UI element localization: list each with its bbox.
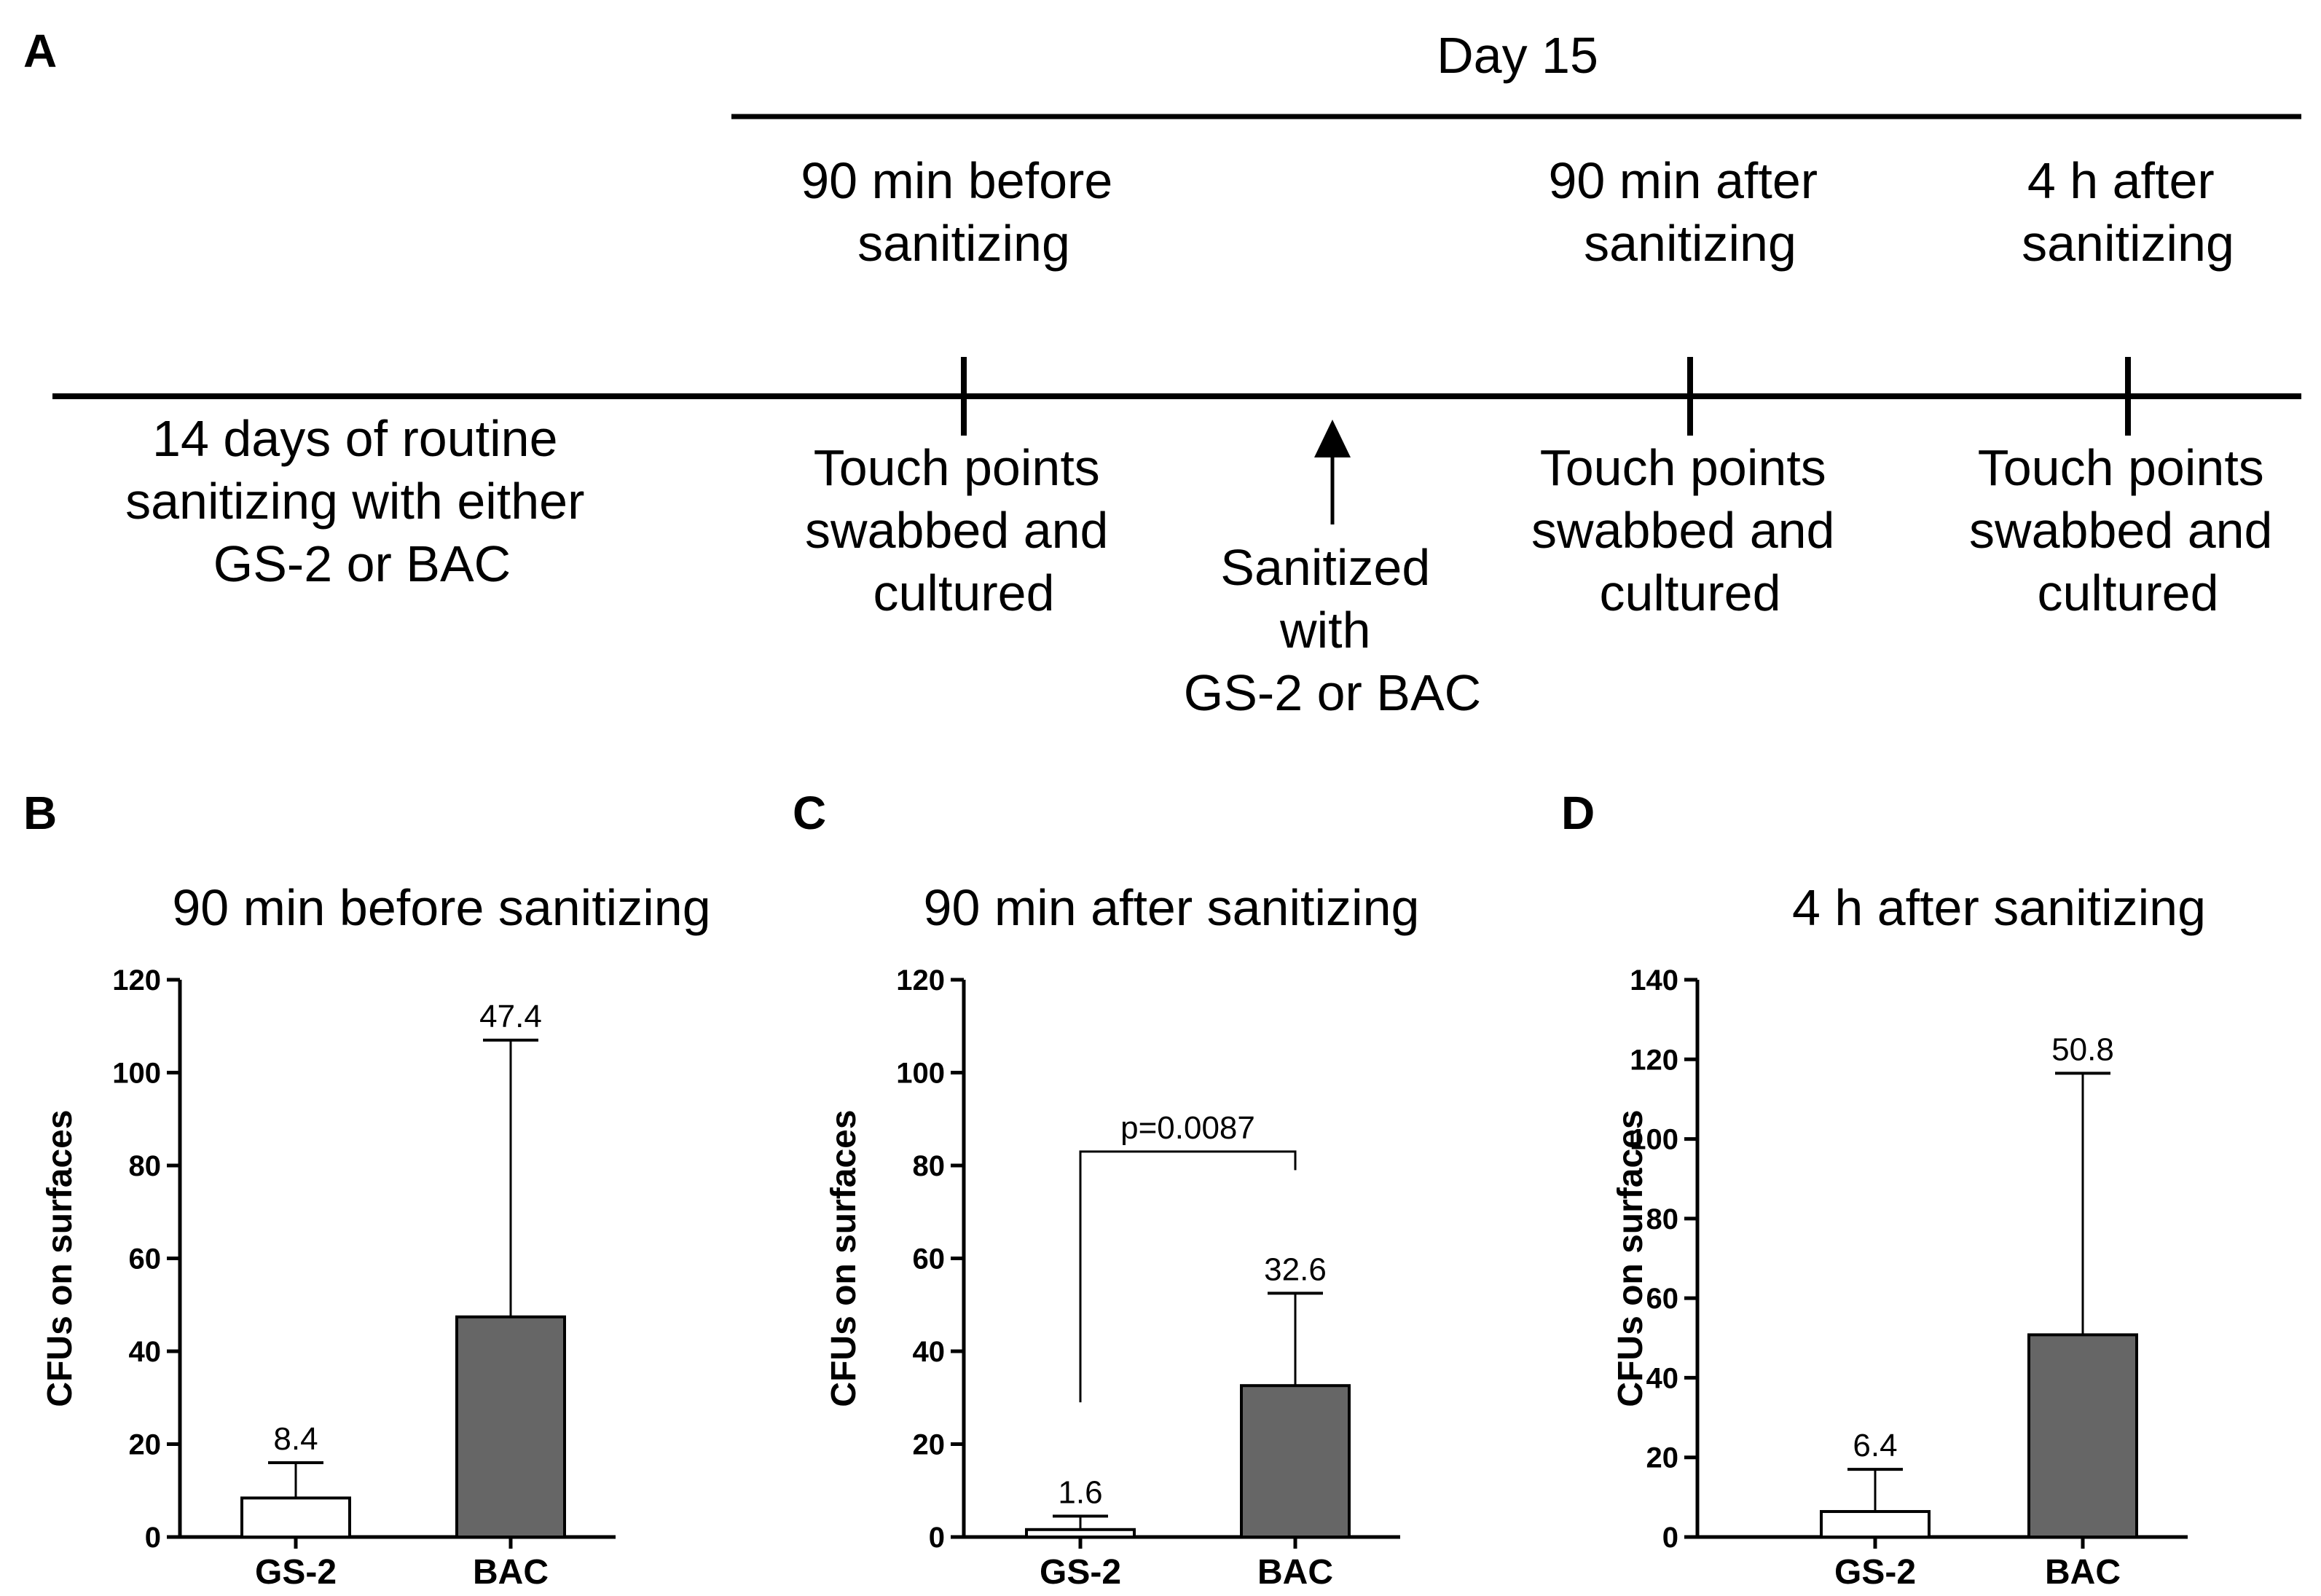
- x-category-label: GS-2: [1040, 1553, 1121, 1592]
- y-tick-label: 40: [1646, 1362, 1679, 1394]
- sanitize-arrow-head: [1314, 420, 1351, 457]
- y-tick-label: 80: [1646, 1203, 1679, 1235]
- y-tick-label: 140: [1630, 964, 1678, 996]
- y-tick-label: 20: [129, 1429, 162, 1461]
- swab-after-4h-line-2: swabbed and: [1969, 502, 2272, 559]
- swab-after-4h-line-1: Touch points: [1978, 439, 2264, 496]
- label-90-min-before-line-2: sanitizing: [857, 215, 1070, 272]
- routine-sanitizing-text: 14 days of routine sanitizing with eithe…: [125, 410, 599, 592]
- bar-bac: [1240, 1384, 1351, 1539]
- y-tick-label: 120: [896, 964, 945, 996]
- label-4-h-after-line-1: 4 h after: [2027, 152, 2215, 209]
- sanitized-line-2: with: [1279, 602, 1370, 659]
- chart-title: 90 min before sanitizing: [172, 879, 710, 936]
- routine-line-2: sanitizing with either: [125, 473, 584, 530]
- y-axis-label: CFUs on surfaces: [825, 1109, 863, 1407]
- y-tick-label: 0: [929, 1522, 945, 1554]
- label-90-min-before-line-1: 90 min before: [801, 152, 1112, 209]
- y-tick-label: 20: [913, 1429, 946, 1461]
- y-tick-label: 80: [129, 1150, 162, 1182]
- x-category-label: BAC: [1257, 1553, 1333, 1592]
- y-tick-label: 120: [1630, 1044, 1678, 1076]
- y-tick-label: 100: [1630, 1124, 1678, 1156]
- swab-after-90-line-1: Touch points: [1540, 439, 1826, 496]
- chart-90-min-before: 90 min before sanitizing CFUs on surfaces…: [41, 879, 711, 1592]
- chart-90-min-after: 90 min after sanitizing CFUs on surfaces 0…: [825, 879, 1419, 1592]
- swab-after-90-text: Touch points swabbed and cultured: [1531, 439, 1849, 621]
- panel-label-b: B: [23, 787, 57, 839]
- significance-bracket: [1079, 1150, 1297, 1403]
- label-90-min-after: 90 min after sanitizing: [1548, 152, 1831, 272]
- data-label: 50.8: [2051, 1031, 2114, 1067]
- y-tick-label: 60: [129, 1243, 162, 1275]
- routine-line-1: 14 days of routine: [152, 410, 557, 467]
- data-label: 47.4: [479, 999, 542, 1034]
- sanitized-line-1: Sanitized: [1220, 539, 1430, 596]
- day-15-label: Day 15: [1437, 27, 1598, 84]
- panel-label-a: A: [23, 25, 57, 77]
- swab-before-text: Touch points swabbed and cultured: [805, 439, 1123, 621]
- label-90-min-before: 90 min before sanitizing: [801, 152, 1127, 272]
- swab-after-90-line-2: swabbed and: [1531, 502, 1834, 559]
- y-tick-label: 0: [1662, 1522, 1678, 1554]
- chart-title: 90 min after sanitizing: [924, 879, 1420, 936]
- y-tick-label: 100: [112, 1058, 161, 1090]
- y-tick-label: 60: [913, 1243, 946, 1275]
- label-4-h-after: 4 h after sanitizing: [2022, 152, 2234, 272]
- y-tick-label: 20: [1646, 1442, 1679, 1474]
- y-axis-label: CFUs on surfaces: [41, 1109, 79, 1407]
- x-category-label: GS-2: [255, 1553, 337, 1592]
- label-4-h-after-line-2: sanitizing: [2022, 215, 2234, 272]
- data-label: 8.4: [273, 1421, 318, 1457]
- x-category-label: BAC: [473, 1553, 549, 1592]
- chart-title: 4 h after sanitizing: [1792, 879, 2206, 936]
- x-category-label: GS-2: [1834, 1553, 1916, 1592]
- label-90-min-after-line-1: 90 min after: [1548, 152, 1818, 209]
- data-label: 32.6: [1264, 1251, 1327, 1287]
- bar-gs-2: [1025, 1528, 1136, 1539]
- panel-label-c: C: [793, 787, 826, 839]
- data-label: 1.6: [1058, 1474, 1102, 1510]
- timeline-panel: A Day 15 90 min before sanitizing 90 min…: [23, 25, 2301, 721]
- bar-bac: [455, 1315, 566, 1538]
- sanitized-line-3: GS-2 or BAC: [1184, 664, 1481, 721]
- y-tick-label: 0: [145, 1522, 161, 1554]
- label-90-min-after-line-2: sanitizing: [1584, 215, 1796, 272]
- swab-before-line-3: cultured: [873, 565, 1054, 621]
- swab-after-4h-text: Touch points swabbed and cultured: [1969, 439, 2287, 621]
- y-tick-label: 40: [129, 1336, 162, 1368]
- y-tick-label: 60: [1646, 1283, 1679, 1315]
- sanitized-text: Sanitized with GS-2 or BAC: [1184, 539, 1481, 721]
- y-tick-label: 80: [913, 1150, 946, 1182]
- p-value-label: p=0.0087: [1120, 1110, 1255, 1146]
- bar-gs-2: [1820, 1510, 1931, 1538]
- y-tick-label: 120: [112, 964, 161, 996]
- swab-after-90-line-3: cultured: [1599, 565, 1780, 621]
- swab-after-4h-line-3: cultured: [2037, 565, 2218, 621]
- chart-4-h-after: 4 h after sanitizing CFUs on surfaces 0 20 4…: [1611, 879, 2206, 1592]
- routine-line-3: GS-2 or BAC: [213, 535, 511, 592]
- data-label: 6.4: [1853, 1428, 1897, 1463]
- swab-before-line-1: Touch points: [814, 439, 1100, 496]
- swab-before-line-2: swabbed and: [805, 502, 1108, 559]
- x-category-label: BAC: [2045, 1553, 2121, 1592]
- bar-gs-2: [240, 1496, 351, 1538]
- panel-label-d: D: [1561, 787, 1595, 839]
- bar-bac: [2027, 1333, 2138, 1539]
- y-axis-label: CFUs on surfaces: [1611, 1109, 1650, 1407]
- y-tick-label: 40: [913, 1336, 946, 1368]
- y-tick-label: 100: [896, 1058, 945, 1090]
